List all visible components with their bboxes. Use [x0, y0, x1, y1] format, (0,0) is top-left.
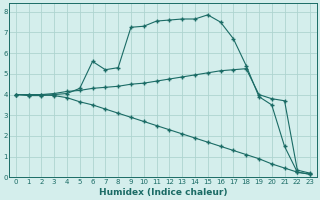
- X-axis label: Humidex (Indice chaleur): Humidex (Indice chaleur): [99, 188, 227, 197]
